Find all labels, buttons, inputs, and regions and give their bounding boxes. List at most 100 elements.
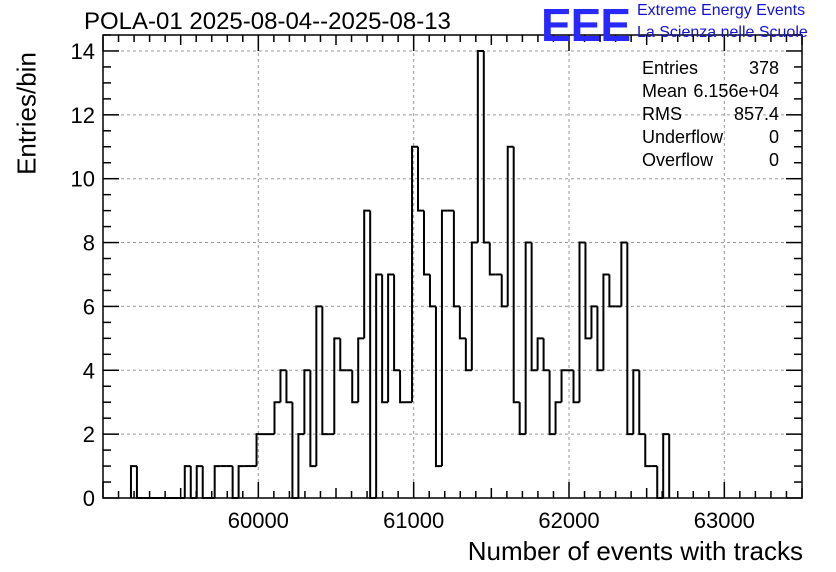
histogram-bin — [542, 338, 550, 372]
histogram-bin — [297, 433, 305, 498]
histogram-bin — [500, 274, 508, 308]
stats-row-rms: RMS 857.4 — [642, 104, 779, 127]
stats-row-entries: Entries 378 — [642, 58, 779, 81]
histogram-bin — [638, 370, 646, 436]
stats-value: 6.156e+04 — [693, 81, 779, 101]
histogram-bin — [357, 337, 365, 403]
histogram-bin — [626, 242, 634, 436]
chart-title: POLA-01 2025-08-04--2025-08-13 — [84, 8, 451, 35]
histogram-bin — [482, 50, 490, 244]
histogram-bin — [440, 209, 448, 467]
grid-lines — [103, 35, 802, 498]
eee-logo: EEE — [541, 0, 631, 51]
axis-ticks — [102, 34, 803, 499]
histogram-bin — [590, 305, 598, 339]
histogram-bin — [315, 305, 323, 467]
histogram-bin — [476, 49, 484, 243]
histogram-bin — [632, 369, 640, 435]
histogram-bin — [560, 369, 568, 403]
histogram-bin — [321, 306, 329, 436]
x-tick-label: 61000 — [383, 508, 444, 533]
stats-value: 0 — [768, 150, 779, 170]
stats-key: Underflow — [642, 127, 724, 147]
y-axis-label: Entries/bin — [11, 52, 42, 175]
plot-frame — [102, 34, 803, 499]
histogram-bin — [536, 337, 544, 371]
histogram-bin — [578, 241, 586, 403]
stats-key: Overflow — [642, 150, 714, 170]
histogram-bin — [554, 401, 562, 435]
y-tick-label: 12 — [71, 103, 95, 128]
stats-row-mean: Mean 6.156e+04 — [642, 81, 779, 104]
histogram-bin — [399, 370, 407, 404]
histogram-bin — [381, 274, 389, 404]
histogram-bin — [602, 273, 610, 371]
stats-value: 0 — [768, 127, 779, 147]
logo-line-2: La Scienza nelle Scuole — [637, 24, 808, 41]
histogram-bin — [273, 401, 281, 435]
histogram-bin — [375, 273, 383, 498]
histogram-bin — [452, 210, 460, 308]
stats-box: Entries 378 Mean 6.156e+04 RMS 857.4 Und… — [642, 58, 779, 173]
histogram-bin — [213, 465, 221, 498]
logo-line-1: Extreme Energy Events — [637, 2, 806, 19]
histogram-bin — [351, 370, 359, 404]
histogram-bin — [135, 466, 143, 499]
y-tick-label: 6 — [83, 294, 95, 319]
histogram-bin — [548, 370, 556, 436]
histogram-bin — [422, 210, 430, 276]
stats-key: Entries — [642, 58, 699, 78]
histogram-bin — [303, 369, 311, 435]
y-tick-label: 14 — [71, 39, 95, 64]
stats-key: RMS — [642, 104, 682, 124]
y-tick-label: 10 — [71, 167, 95, 192]
histogram-bin — [333, 337, 341, 435]
tick-labels: 60000 61000 62000 63000 0 2 4 6 8 10 12 14 — [71, 39, 755, 533]
histogram-bin — [201, 466, 209, 499]
histogram-bin — [620, 241, 628, 307]
histogram-bin — [387, 273, 395, 403]
x-axis-label: Number of events with tracks — [467, 536, 803, 566]
y-tick-label: 8 — [83, 231, 95, 256]
histogram-bin — [129, 465, 137, 498]
histogram-bin — [464, 338, 472, 372]
histogram-bin — [512, 146, 520, 404]
x-tick-label: 60000 — [228, 508, 289, 533]
histogram-bin — [279, 369, 287, 403]
histogram-bin — [195, 465, 203, 498]
histogram-bin — [393, 274, 401, 372]
histogram-bin — [644, 434, 652, 468]
x-tick-label: 62000 — [538, 508, 599, 533]
histogram-bin — [434, 306, 442, 468]
stats-key: Mean — [642, 81, 688, 101]
histogram-bars — [129, 49, 671, 499]
histogram-bin — [417, 146, 424, 212]
histogram-bin — [572, 370, 580, 404]
x-tick-label: 63000 — [694, 508, 755, 533]
y-tick-label: 2 — [83, 422, 95, 447]
histogram-bin — [428, 274, 436, 308]
histogram-bin — [183, 465, 191, 498]
histogram-bin — [255, 433, 263, 467]
histogram-bin — [524, 241, 532, 435]
histogram-bin — [518, 402, 526, 436]
histogram-bin — [363, 209, 371, 339]
histogram-bin — [339, 338, 347, 372]
histogram-bin — [458, 306, 466, 340]
histogram-bin — [662, 433, 670, 498]
stats-value: 378 — [748, 58, 779, 78]
histogram-bin — [530, 242, 538, 372]
y-tick-label: 4 — [83, 358, 95, 383]
histogram-bin — [309, 370, 317, 468]
histogram-bin — [596, 306, 604, 372]
stats-row-overflow: Overflow 0 — [642, 150, 779, 173]
histogram-bin — [237, 465, 245, 498]
histogram-bin — [411, 145, 419, 403]
histogram-bin — [506, 145, 514, 307]
histogram-bin — [608, 274, 616, 308]
histogram-bin — [285, 370, 293, 404]
histogram-bin — [488, 242, 496, 276]
histogram-bin — [470, 241, 478, 371]
histogram-bin — [584, 242, 592, 340]
